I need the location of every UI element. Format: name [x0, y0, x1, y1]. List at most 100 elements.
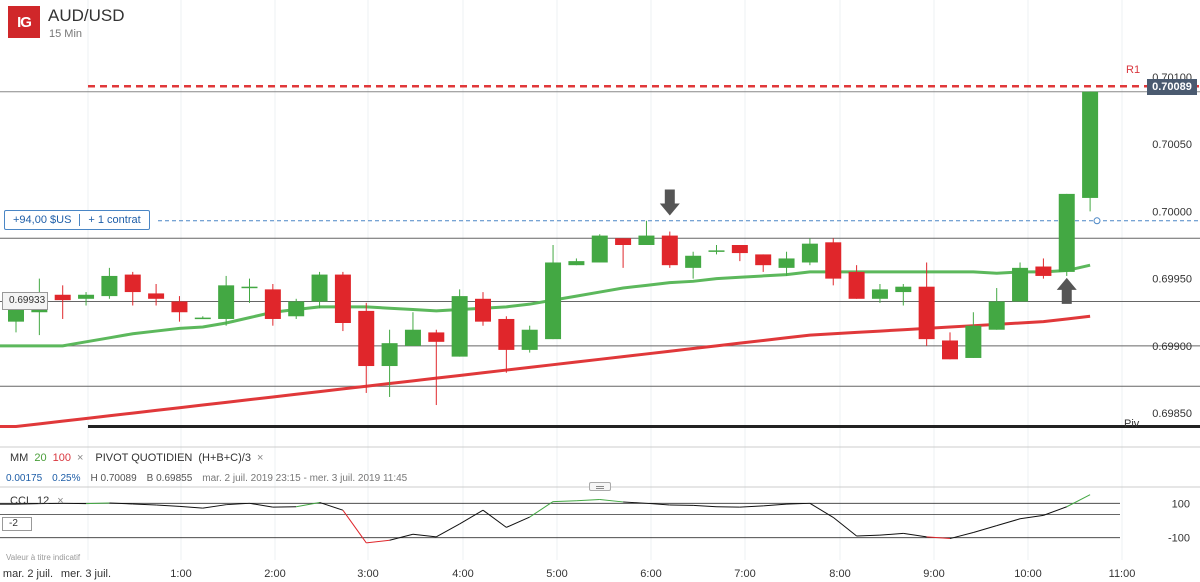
- candle-body: [1058, 193, 1075, 272]
- candle-body: [54, 294, 71, 301]
- timeframe-label[interactable]: 15 Min: [49, 28, 83, 40]
- cci-segment: [926, 536, 951, 540]
- candle-body: [194, 317, 211, 320]
- candle-body: [264, 289, 281, 319]
- cci-segment: [693, 504, 717, 508]
- y-tick-label: 0.69850: [1152, 408, 1192, 420]
- cci-segment: [856, 534, 880, 537]
- candle-body: [358, 310, 375, 367]
- pivot-close-icon[interactable]: ×: [256, 452, 264, 464]
- high-value: H 0.70089: [90, 473, 137, 484]
- change-value: 0.00175: [6, 473, 43, 484]
- cci-segment: [249, 502, 273, 508]
- cci-segment: [132, 503, 157, 506]
- low-value: B 0.69855: [146, 473, 193, 484]
- candle-body: [895, 286, 912, 293]
- candle-body: [801, 243, 818, 263]
- candle-body: [545, 262, 562, 340]
- change-percent: 0.25%: [52, 473, 81, 484]
- indicator-legend: MM 20 100 × PIVOT QUOTIDIEN (H+B+C)/3 ×: [10, 452, 263, 464]
- open-position-label[interactable]: +94,00 $US + 1 contrat: [4, 210, 150, 230]
- candle-body: [778, 258, 795, 268]
- cci-segment: [1066, 494, 1091, 508]
- candle-body: [661, 235, 678, 266]
- cci-segment: [949, 532, 974, 540]
- candle-body: [591, 235, 608, 263]
- panel-resize-handle[interactable]: [589, 482, 611, 491]
- x-tick-label: 7:00: [734, 568, 755, 580]
- candle-body: [475, 298, 491, 322]
- x-tick-label: 8:00: [829, 568, 850, 580]
- candle-body: [451, 296, 468, 357]
- candle-body: [241, 286, 258, 289]
- ma-close-icon[interactable]: ×: [76, 452, 84, 464]
- symbol-title: AUD/USD: [48, 6, 125, 25]
- ma-label[interactable]: MM: [10, 452, 29, 464]
- candle-body: [101, 275, 118, 297]
- cci-tick-label: 100: [1172, 498, 1190, 510]
- x-tick-label: 10:00: [1014, 568, 1042, 580]
- x-tick-label: 4:00: [452, 568, 473, 580]
- candle-body: [311, 274, 328, 302]
- last-price-tag: 0.70089: [1147, 79, 1197, 95]
- candle-body: [731, 245, 748, 254]
- x-tick-label: 1:00: [170, 568, 191, 580]
- candle-body: [685, 255, 702, 268]
- cci-segment: [226, 502, 250, 506]
- x-tick-label: 11:00: [1109, 568, 1136, 580]
- cci-value-tag: -2: [2, 517, 32, 531]
- candle-body: [965, 325, 982, 358]
- cci-segment: [763, 503, 787, 507]
- date-range: mar. 2 juil. 2019 23:15 - mer. 3 juil. 2…: [202, 473, 408, 484]
- candle-body: [78, 294, 95, 299]
- y-tick-label: 0.69950: [1152, 274, 1192, 286]
- x-tick-label: 2:00: [264, 568, 285, 580]
- cci-segment: [996, 518, 1021, 527]
- candle-body: [988, 301, 1005, 330]
- candle-body: [638, 235, 655, 245]
- candle-body: [171, 301, 188, 313]
- cci-segment: [342, 509, 367, 544]
- x-tick-label: 6:00: [640, 568, 661, 580]
- candle-body: [825, 242, 842, 279]
- cci-legend: CCI 12 ×: [10, 495, 64, 507]
- candle-body: [871, 289, 888, 299]
- cci-segment: [459, 509, 484, 525]
- cci-period: 12: [36, 495, 50, 507]
- cci-segment: [832, 517, 857, 537]
- cci-segment: [15, 503, 40, 505]
- pivot-indicator-label[interactable]: PIVOT QUOTIDIEN: [95, 452, 193, 464]
- cci-segment: [1019, 514, 1044, 520]
- cci-segment: [296, 501, 320, 508]
- cci-segment: [786, 502, 810, 505]
- cci-line-group: [0, 494, 1091, 544]
- candle-body: [568, 261, 585, 266]
- cci-segment: [599, 499, 624, 503]
- candle-body: [124, 274, 141, 293]
- cci-close-icon[interactable]: ×: [57, 495, 64, 507]
- cci-segment: [109, 502, 133, 505]
- candle-body: [848, 271, 865, 299]
- candles-group: [8, 91, 1099, 406]
- ma100-period: 100: [52, 452, 71, 464]
- position-marker: [1093, 217, 1101, 225]
- candle-body: [521, 329, 538, 350]
- candle-body: [755, 254, 772, 266]
- cci-segment: [879, 532, 904, 536]
- candle-body: [334, 274, 351, 323]
- cci-segment: [576, 499, 600, 502]
- candle-body: [404, 329, 421, 346]
- candle-body: [615, 238, 632, 245]
- ma100-line: [0, 314, 1091, 429]
- cci-tick-label: -100: [1168, 533, 1190, 545]
- candle-body: [1082, 91, 1099, 198]
- candle-body: [918, 286, 935, 340]
- cci-label[interactable]: CCI: [10, 495, 29, 507]
- x-tick-label: mar. 2 juil.: [3, 568, 53, 580]
- cci-segment: [903, 532, 927, 538]
- candle-body: [148, 293, 165, 299]
- cci-segment: [739, 505, 764, 508]
- cci-segment: [366, 539, 390, 544]
- ma20-line: [0, 263, 1091, 348]
